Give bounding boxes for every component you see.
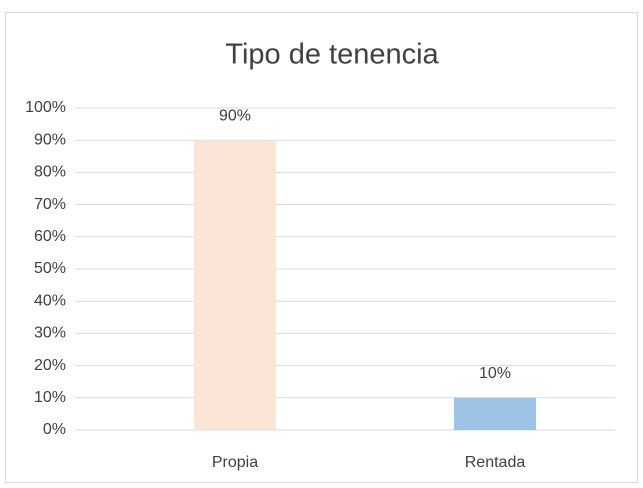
y-tick-label: 40% (34, 292, 66, 309)
data-label: 90% (219, 107, 251, 124)
y-tick-label: 0% (43, 421, 66, 438)
chart-border (5, 12, 638, 483)
y-tick-label: 90% (34, 131, 66, 148)
y-tick-label: 30% (34, 325, 66, 342)
x-tick-label: Rentada (465, 454, 526, 471)
data-label: 10% (479, 365, 511, 382)
y-tick-label: 10% (34, 389, 66, 406)
y-tick-label: 70% (34, 196, 66, 213)
x-tick-label: Propia (212, 454, 258, 471)
bar (454, 397, 536, 430)
chart-title: Tipo de tenencia (225, 39, 439, 71)
y-tick-label: 80% (34, 164, 66, 181)
y-tick-label: 50% (34, 260, 66, 277)
bar (194, 140, 276, 430)
y-tick-label: 100% (25, 99, 66, 116)
y-tick-label: 20% (34, 357, 66, 374)
y-tick-label: 60% (34, 228, 66, 245)
